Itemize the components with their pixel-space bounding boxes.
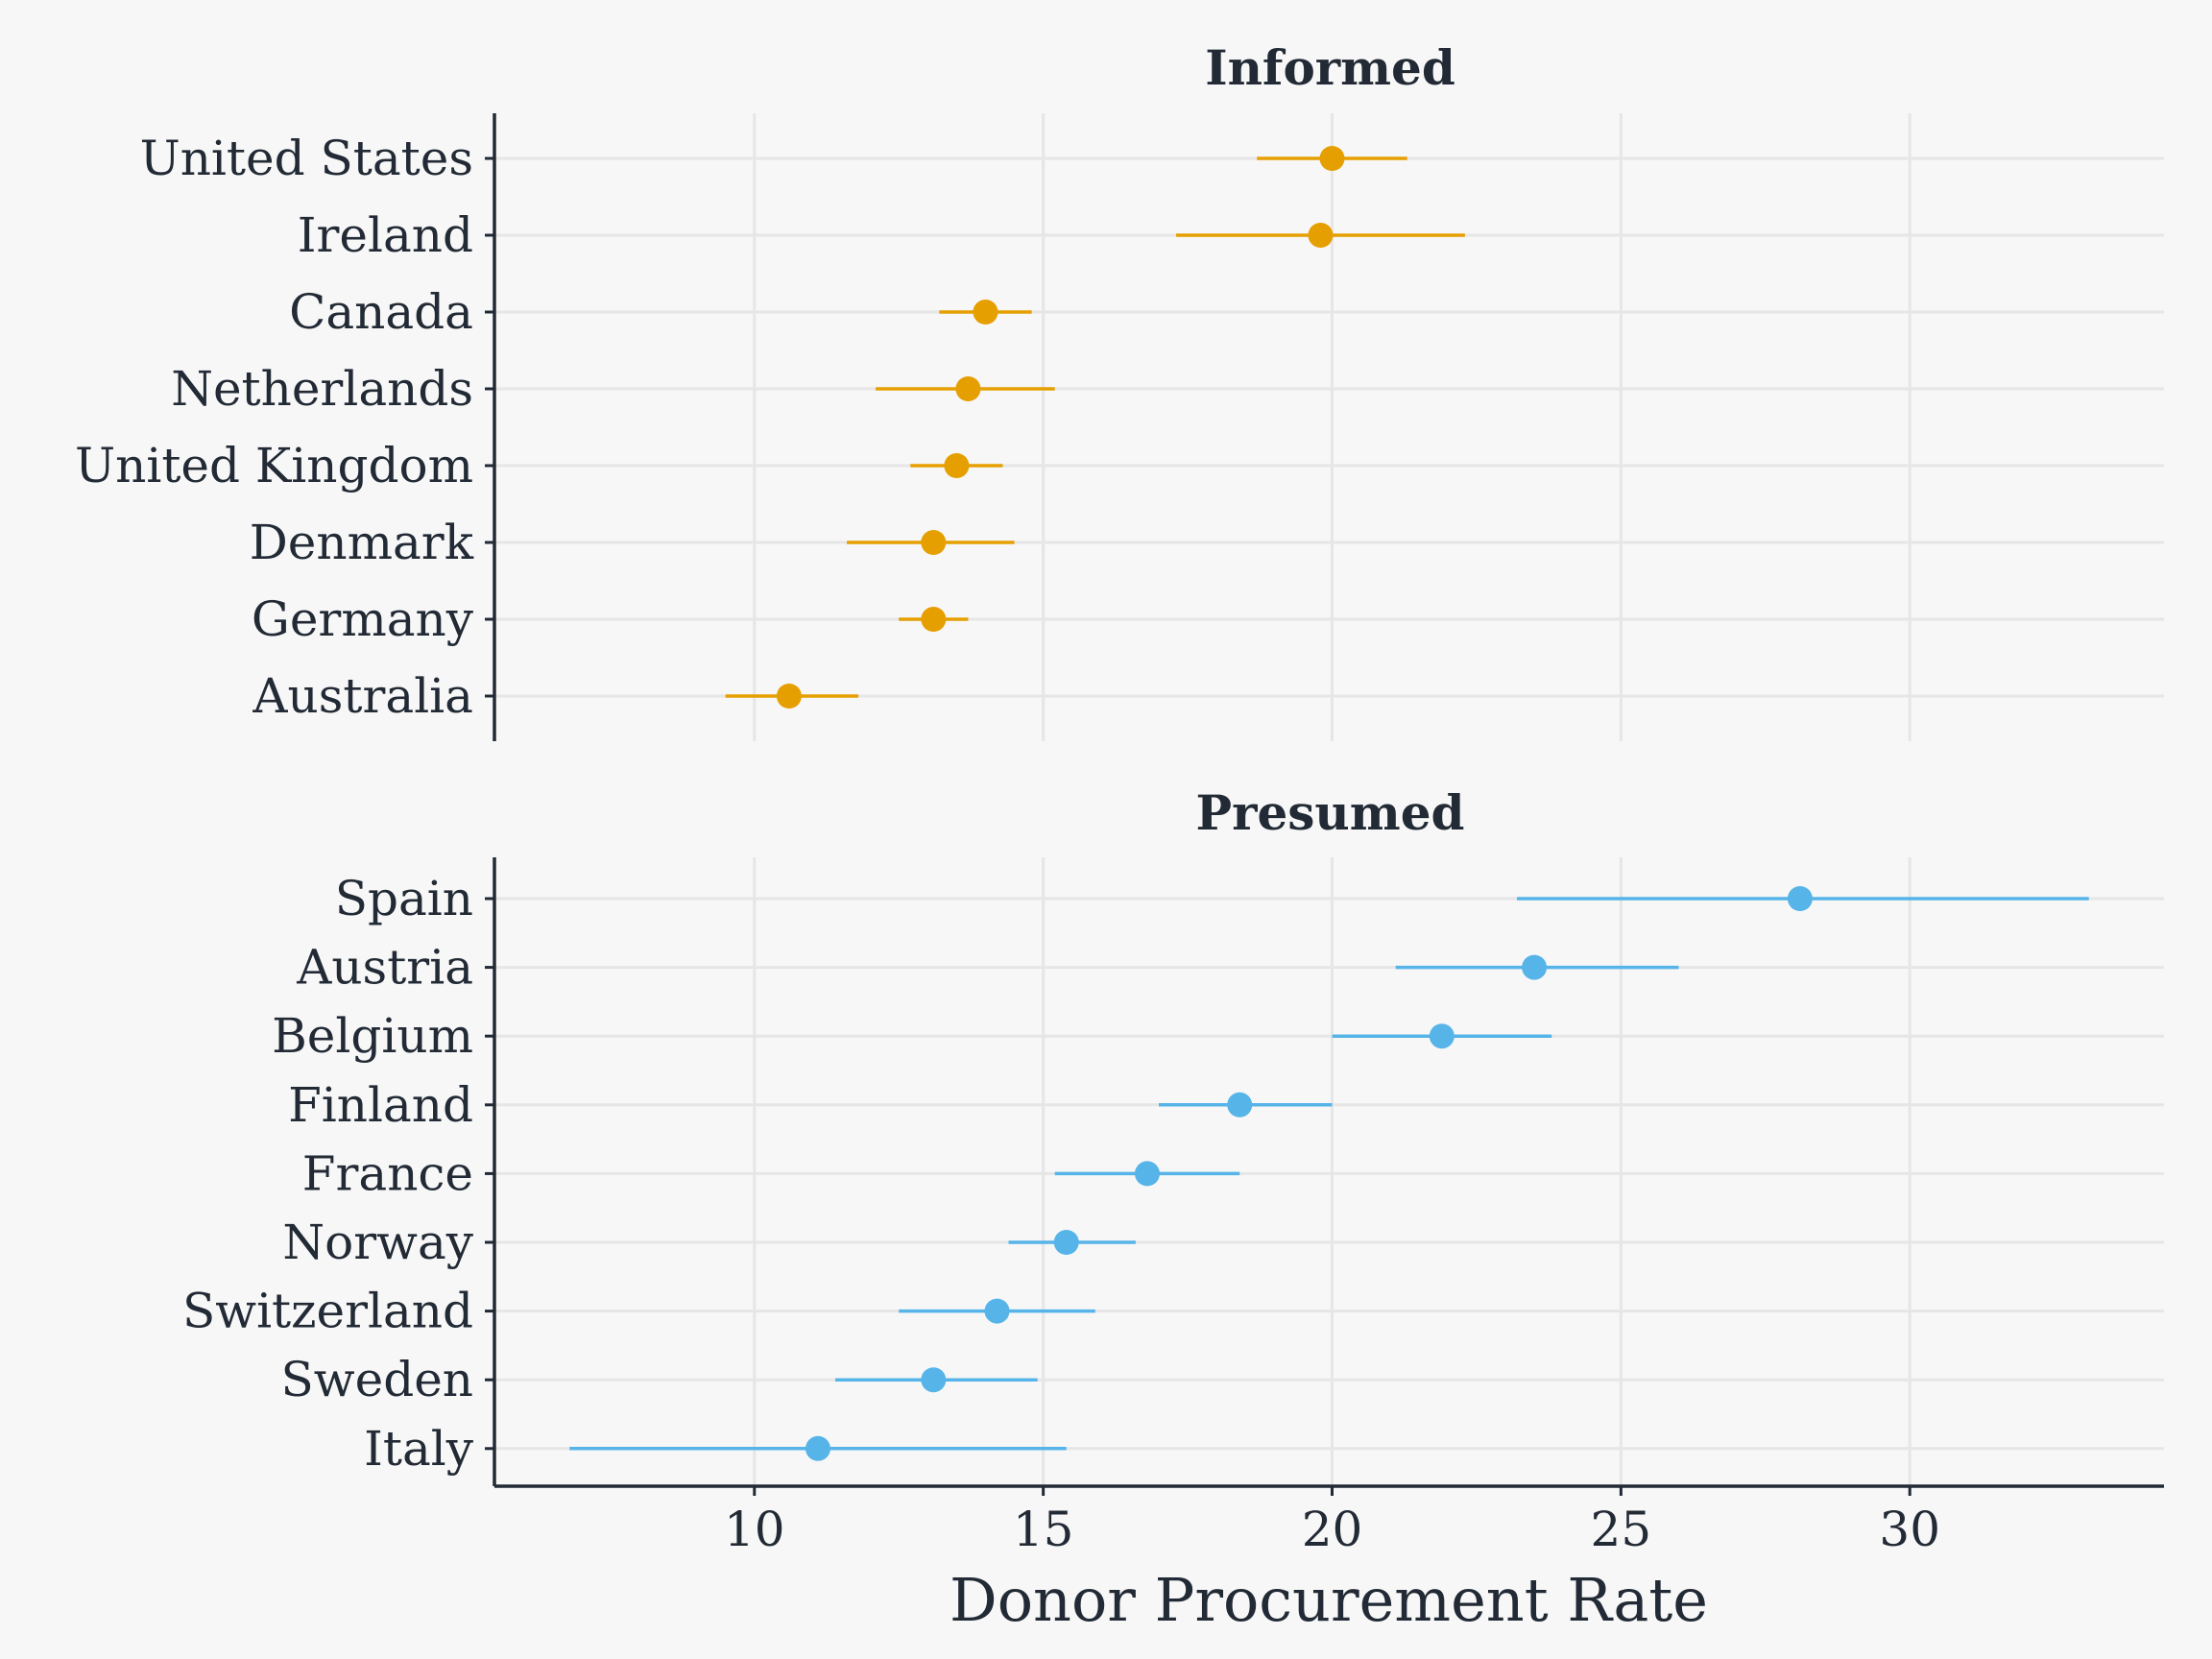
data-point	[1308, 223, 1334, 248]
y-tick-label: Germany	[252, 591, 474, 647]
y-tick-label: United Kingdom	[75, 438, 473, 493]
y-tick-label: United States	[140, 131, 473, 186]
y-tick-label: Australia	[252, 668, 473, 724]
y-tick-label: Sweden	[281, 1352, 473, 1407]
data-point	[921, 607, 947, 632]
data-point	[944, 453, 970, 478]
data-point	[1227, 1092, 1253, 1118]
x-tick-label: 30	[1879, 1502, 1940, 1557]
y-tick-label: Spain	[335, 871, 473, 926]
data-point	[1429, 1023, 1455, 1049]
y-tick-label: Belgium	[272, 1008, 473, 1064]
data-point	[973, 300, 998, 325]
data-point	[805, 1435, 830, 1461]
panel-informed: Informed United States Ireland Canada Nether…	[75, 39, 2164, 741]
panel-presumed: Presumed Spain Austria Belgium Finland France…	[182, 784, 2164, 1486]
y-tick-label: Netherlands	[171, 361, 473, 417]
panels-group: Informed United States Ireland Canada Nether…	[75, 39, 2164, 1486]
data-point	[1787, 886, 1813, 911]
y-tick-label: Norway	[282, 1214, 473, 1270]
panel-title: Presumed	[1196, 784, 1465, 841]
x-tick-label: 25	[1591, 1502, 1652, 1557]
data-point	[1319, 146, 1345, 171]
y-tick-label: Austria	[296, 940, 473, 996]
data-point	[776, 684, 802, 709]
x-tick-label: 15	[1013, 1502, 1074, 1557]
data-point	[921, 1367, 947, 1393]
y-tick-label: France	[302, 1145, 473, 1201]
data-point	[1522, 954, 1548, 980]
x-tick-label: 10	[724, 1502, 785, 1557]
data-point	[984, 1298, 1010, 1324]
x-tick-label: 20	[1302, 1502, 1363, 1557]
data-point	[955, 376, 981, 401]
x-axis: 10 15 20 25 30	[494, 1484, 2164, 1557]
data-point	[1053, 1230, 1079, 1255]
y-tick-label: Switzerland	[182, 1284, 473, 1339]
y-tick-label: Finland	[288, 1077, 473, 1133]
data-point	[1134, 1161, 1160, 1187]
panel-title: Informed	[1205, 39, 1455, 96]
y-tick-label: Ireland	[298, 207, 473, 263]
y-tick-label: Canada	[289, 284, 473, 340]
y-tick-label: Italy	[364, 1421, 474, 1477]
y-tick-label: Denmark	[250, 515, 474, 570]
data-point	[921, 530, 947, 555]
x-axis-title: Donor Procurement Rate	[950, 1565, 1708, 1635]
